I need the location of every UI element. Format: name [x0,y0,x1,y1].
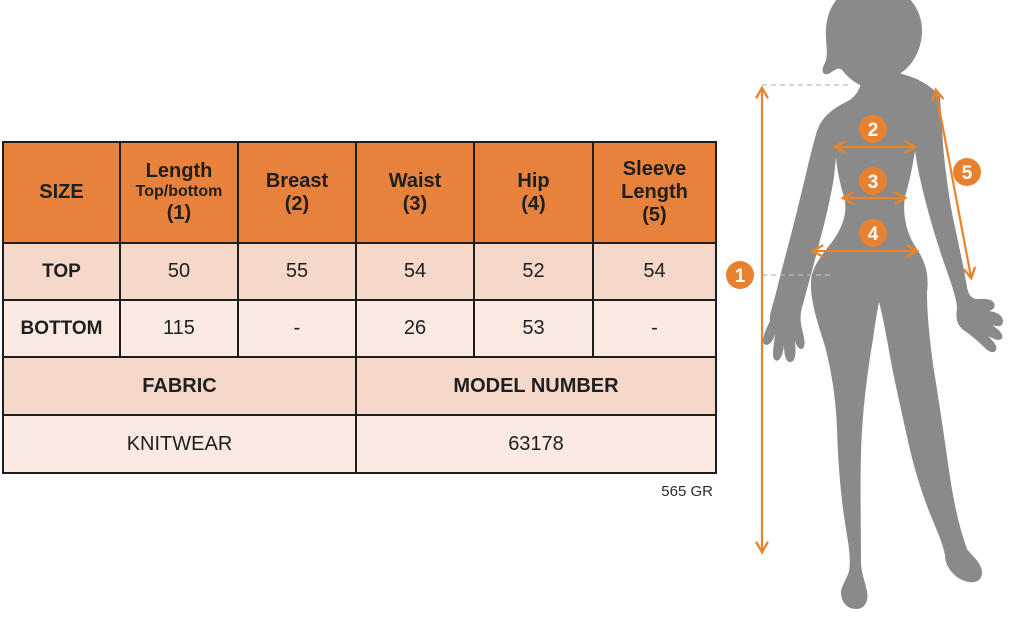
marker-circle [859,115,887,143]
measure-marker-4: 4 [859,219,887,247]
col-header-hip: Hip (4) [473,141,594,244]
marker-number: 1 [735,266,746,287]
col-title: Sleeve Length [621,158,688,203]
row-label-top: TOP [2,242,121,301]
table-row-bottom: BOTTOM 115 - 26 53 - [2,299,717,358]
measure-marker-1: 1 [726,261,754,289]
col-number: (3) [402,192,428,215]
bottom-length-value: 115 [119,299,239,358]
info-header-row: FABRIC MODEL NUMBER [2,356,717,416]
measure-marker-5: 5 [953,158,981,186]
weight-note: 565 GR [661,483,713,500]
measurement-figure: 1 2 3 4 5 [720,0,1024,635]
col-subtitle: Top/bottom [135,183,223,201]
silhouette-head [822,0,923,87]
measure-marker-2: 2 [859,115,887,143]
col-number: (2) [284,192,310,215]
top-length-value: 50 [119,242,239,301]
measurement-figure-svg: 1 2 3 4 5 [726,0,1003,610]
top-waist-value: 54 [355,242,475,301]
col-header-waist: Waist (3) [355,141,475,244]
col-number: (5) [642,204,667,226]
col-title: SIZE [39,181,84,203]
col-number: (4) [521,192,546,215]
col-title: Hip [517,169,550,192]
col-title: Waist [388,169,442,192]
col-title: Length [145,160,213,183]
bottom-breast-value: - [237,299,357,358]
col-header-size: SIZE [2,141,121,244]
info-value-row: KNITWEAR 63178 [2,414,717,474]
col-number: (1) [166,201,192,224]
silhouette-body [762,71,1003,610]
marker-circle [859,167,887,195]
row-label-bottom: BOTTOM [2,299,121,358]
marker-circle [726,261,754,289]
size-chart-table: SIZE Length Top/bottom (1) Breast (2) Wa… [2,141,717,474]
bottom-hip-value: 53 [473,299,594,358]
measure-marker-3: 3 [859,167,887,195]
top-breast-value: 55 [237,242,357,301]
top-hip-value: 52 [473,242,594,301]
model-number-label: MODEL NUMBER [355,356,717,416]
size-chart-header: SIZE Length Top/bottom (1) Breast (2) Wa… [2,141,717,244]
marker-number: 2 [868,120,879,141]
fabric-value: KNITWEAR [2,414,357,474]
marker-number: 4 [868,224,879,245]
marker-circle [953,158,981,186]
col-header-breast: Breast (2) [237,141,357,244]
sleeve-measure-arrow [936,91,971,277]
marker-number: 3 [868,172,879,193]
col-header-length: Length Top/bottom (1) [119,141,239,244]
bottom-sleeve-value: - [592,299,717,358]
model-number-value: 63178 [355,414,717,474]
fabric-label: FABRIC [2,356,357,416]
bottom-waist-value: 26 [355,299,475,358]
table-row-top: TOP 50 55 54 52 54 [2,242,717,301]
col-title: Breast [265,169,329,192]
marker-number: 5 [962,163,973,184]
top-sleeve-value: 54 [592,242,717,301]
marker-circle [859,219,887,247]
col-header-sleeve-length: Sleeve Length (5) [592,141,717,244]
